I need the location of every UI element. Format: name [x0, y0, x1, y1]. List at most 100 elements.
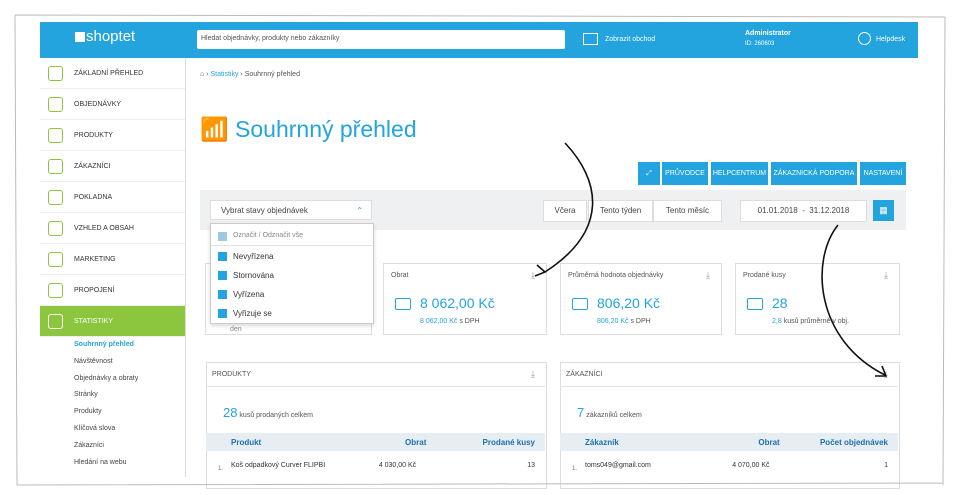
menu-item[interactable]: OBJEDNÁVKY — [74, 101, 122, 108]
submenu-item[interactable]: Souhrnný přehled — [74, 341, 134, 348]
download-icon[interactable]: ⤓ — [531, 369, 535, 379]
cart-icon — [583, 33, 598, 45]
submenu-item[interactable]: Zákazníci — [74, 441, 104, 449]
button[interactable]: NASTAVENÍ — [860, 162, 906, 185]
cell: 4 070,00 Kč — [732, 462, 770, 469]
menu-item[interactable]: PROPOJENÍ — [74, 287, 115, 294]
column-header[interactable]: Počet objednávek — [819, 438, 888, 447]
option[interactable]: Vyřízena — [233, 290, 265, 299]
separator — [40, 336, 185, 337]
range-button[interactable]: Včera — [543, 200, 587, 222]
submenu-item[interactable]: Produkty — [74, 408, 102, 416]
option[interactable]: Vyřizuje se — [233, 309, 272, 318]
separator — [40, 181, 185, 182]
search[interactable] — [197, 30, 565, 49]
show-shop[interactable]: Zobrazit obchod — [605, 36, 656, 43]
user[interactable]: Administrator — [745, 30, 791, 37]
table-header — [206, 433, 545, 451]
arrow — [821, 224, 886, 376]
menu-icon — [48, 128, 63, 143]
select-text: Vybrat stavy objednávek — [221, 206, 308, 215]
count-value: 28 — [223, 405, 238, 420]
menu-item[interactable]: ZÁKAZNÍCI — [74, 163, 111, 170]
date-sep: - — [802, 206, 805, 215]
separator — [40, 274, 185, 275]
menu-icon — [48, 190, 63, 205]
calendar-button[interactable]: ▦ — [873, 200, 894, 221]
fullscreen-button[interactable]: ⤢ — [638, 162, 660, 185]
menu-icon — [48, 221, 63, 236]
separator — [40, 243, 185, 244]
submenu-item[interactable]: Klíčová slova — [74, 425, 116, 432]
download-icon[interactable]: ⤓ — [884, 270, 888, 280]
checkbox[interactable] — [218, 309, 227, 318]
range-button[interactable]: Tento měsíc — [653, 200, 722, 222]
crumb: Souhrnný přehled — [244, 71, 300, 78]
separator — [560, 386, 898, 387]
button[interactable]: ZÁKAZNICKÁ PODPORA — [771, 162, 857, 185]
separator — [40, 212, 185, 213]
breadcrumb: ⌂ › Statistiky › Souhrnný přehled — [200, 71, 300, 78]
download-icon[interactable]: ⤓ — [706, 270, 710, 280]
crumb[interactable]: Statistiky — [210, 71, 239, 78]
card-value: 8 062,00 Kč — [420, 295, 495, 311]
date-range[interactable]: 01.01.2018 - 31.12.2018 — [740, 200, 867, 222]
page-title: 📶 Souhrnný přehled — [200, 116, 417, 142]
column-header[interactable]: Obrat — [405, 438, 427, 447]
submenu-item[interactable]: Návštěvnost — [74, 357, 113, 365]
checkbox[interactable] — [218, 290, 227, 299]
checkbox[interactable] — [218, 232, 227, 241]
sub-value: 8 062,00 Kč — [420, 318, 458, 325]
separator — [40, 88, 185, 89]
option[interactable]: Nevyřízena — [233, 252, 274, 261]
download-icon[interactable]: ⤓ — [531, 270, 535, 280]
panel — [206, 362, 547, 489]
panel — [560, 362, 900, 489]
user-id: ID: 260603 — [745, 41, 775, 47]
submenu-item[interactable]: Objednávky a obraty — [74, 374, 139, 382]
menu-icon — [48, 66, 63, 81]
column-header[interactable]: Obrat — [758, 438, 780, 447]
checkbox[interactable] — [218, 252, 227, 261]
option[interactable]: Stornována — [233, 271, 274, 280]
menu-item[interactable]: VZHLED A OBSAH — [74, 225, 134, 232]
button[interactable]: PRŮVODCE — [662, 162, 708, 185]
status-select[interactable]: Vybrat stavy objednávek ⌃ — [210, 200, 372, 220]
sub-text: s DPH — [630, 318, 651, 325]
submenu-item[interactable]: Stránky — [74, 391, 98, 399]
menu-item[interactable]: POKLADNA — [74, 194, 113, 201]
cell: toms049@gmail.com — [585, 462, 651, 469]
row-number: 1. — [572, 466, 578, 472]
column-header[interactable]: Zákazník — [585, 438, 619, 447]
row-number: 1. — [218, 466, 224, 472]
card-label: Prodané kusy — [743, 272, 786, 279]
card-value: 806,20 Kč — [597, 295, 661, 311]
title-text: Souhrnný přehled — [235, 116, 417, 142]
help-icon — [858, 32, 871, 45]
column-header[interactable]: Produkt — [231, 438, 262, 447]
count-value: 7 — [577, 405, 585, 420]
menu-icon — [48, 314, 63, 329]
menu-item[interactable]: ZÁKLADNÍ PŘEHLED — [74, 70, 144, 77]
menu-item[interactable]: STATISTIKY — [74, 318, 114, 325]
helpdesk[interactable]: Helpdesk — [876, 36, 906, 43]
search-placeholder: Hledat objednávky, produkty nebo zákazní… — [201, 35, 340, 42]
date-to: 31.12.2018 — [809, 206, 850, 215]
range-button[interactable]: Tento týden — [588, 200, 653, 222]
arrow — [544, 142, 594, 273]
checkbox[interactable] — [218, 271, 227, 280]
panel-title: PRODUKTY — [212, 371, 251, 378]
column-header[interactable]: Prodané kusy — [482, 438, 535, 447]
menu-item[interactable]: PRODUKTY — [74, 132, 113, 139]
sub-text: s DPH — [459, 318, 480, 325]
toggle-all[interactable]: Označit / Odznačit vše — [233, 232, 304, 239]
frame — [14, 14, 946, 486]
menu-item[interactable]: MARKETING — [74, 256, 116, 263]
cell: Koš odpadkový Curver FLIPBI — [231, 462, 326, 469]
button[interactable]: HELPCENTRUM — [711, 162, 768, 185]
submenu-item[interactable]: Hledání na webu — [74, 458, 127, 466]
card-icon — [572, 298, 588, 310]
card-icon — [395, 298, 411, 310]
